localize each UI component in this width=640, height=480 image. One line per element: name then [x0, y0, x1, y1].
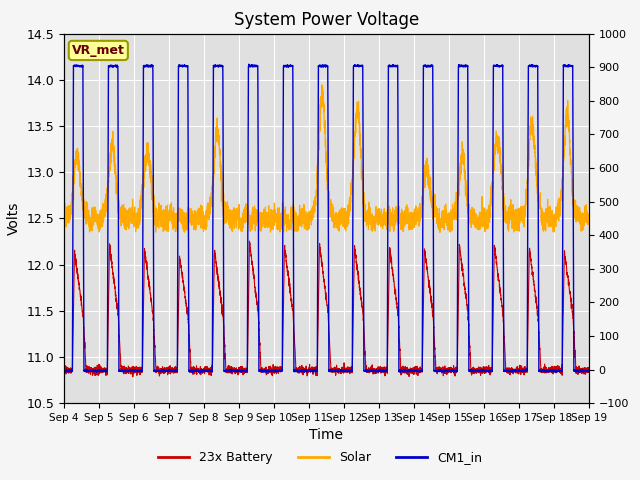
Y-axis label: Volts: Volts	[7, 202, 21, 235]
Legend: 23x Battery, Solar, CM1_in: 23x Battery, Solar, CM1_in	[153, 446, 487, 469]
Title: System Power Voltage: System Power Voltage	[234, 11, 419, 29]
X-axis label: Time: Time	[309, 429, 344, 443]
Text: VR_met: VR_met	[72, 44, 125, 57]
